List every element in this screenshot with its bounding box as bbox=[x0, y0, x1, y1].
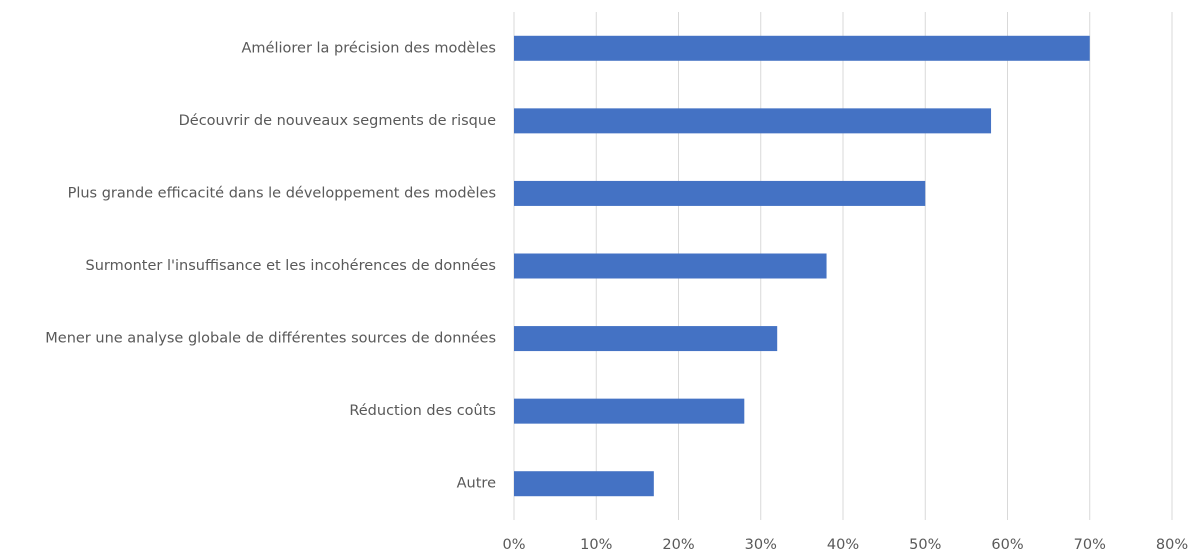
x-tick-label: 10% bbox=[580, 537, 612, 553]
bar bbox=[514, 326, 778, 352]
y-tick-label: Surmonter l'insuffisance et les incohére… bbox=[86, 258, 497, 274]
y-tick-label: Plus grande efficacité dans le développe… bbox=[68, 185, 496, 201]
x-tick-label: 20% bbox=[662, 537, 694, 553]
x-tick-label: 80% bbox=[1156, 537, 1188, 553]
bar bbox=[514, 108, 992, 134]
x-tick-label: 70% bbox=[1074, 537, 1106, 553]
bar bbox=[514, 35, 1090, 61]
bar bbox=[514, 253, 827, 279]
y-tick-label: Découvrir de nouveaux segments de risque bbox=[179, 113, 496, 129]
y-tick-label: Réduction des coûts bbox=[349, 403, 496, 419]
y-tick-label: Mener une analyse globale de différentes… bbox=[45, 331, 496, 347]
x-tick-label: 50% bbox=[909, 537, 941, 553]
x-tick-label: 40% bbox=[827, 537, 859, 553]
y-tick-label: Autre bbox=[457, 476, 496, 492]
bar bbox=[514, 398, 745, 424]
y-tick-label: Améliorer la précision des modèles bbox=[242, 40, 497, 56]
x-tick-label: 0% bbox=[502, 537, 525, 553]
x-tick-label: 30% bbox=[745, 537, 777, 553]
bar bbox=[514, 471, 654, 497]
bar bbox=[514, 180, 926, 206]
x-tick-label: 60% bbox=[991, 537, 1023, 553]
